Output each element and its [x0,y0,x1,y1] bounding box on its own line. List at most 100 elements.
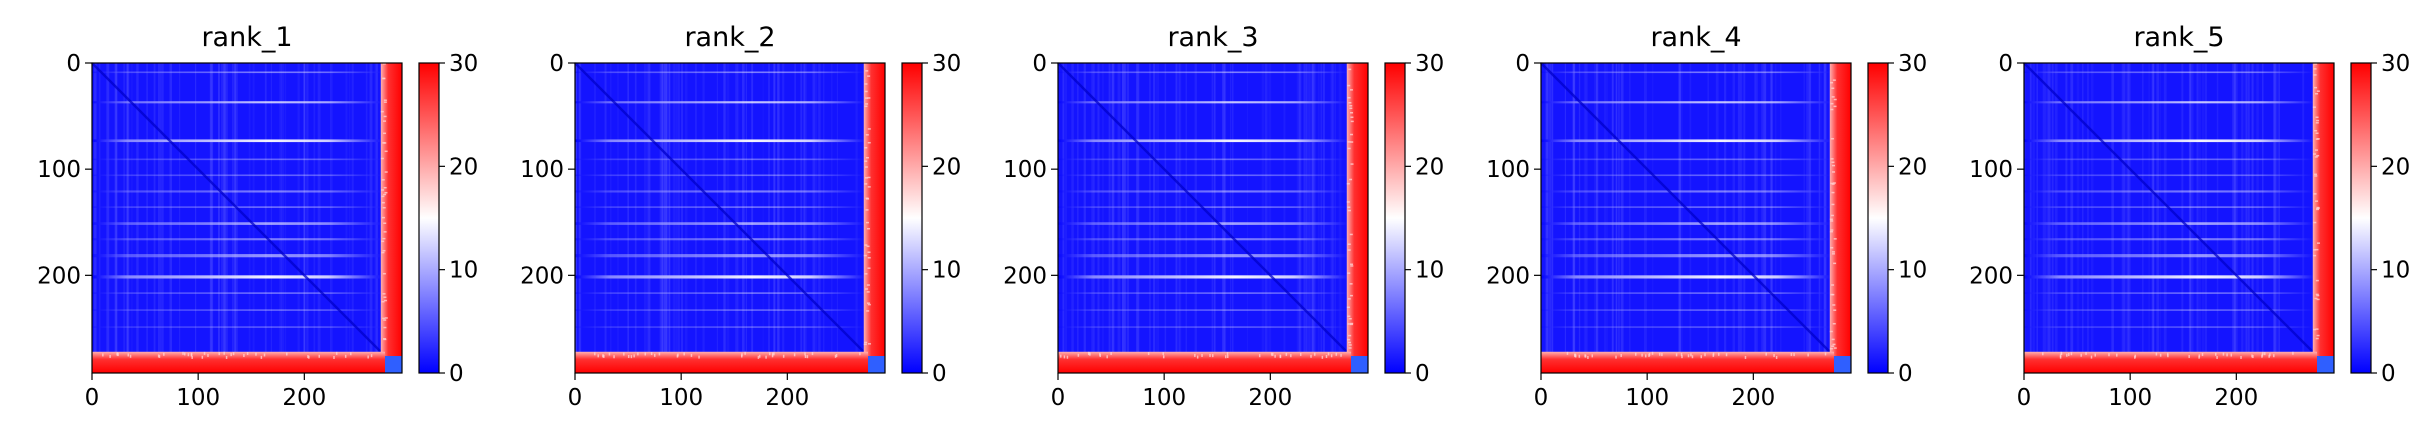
texture-column [1071,63,1074,373]
edge-noise [804,352,806,356]
texture-column [2248,63,2250,373]
edge-noise [2314,175,2318,177]
red-edge-bottom [1541,351,1835,373]
row-band [2024,292,2320,294]
edge-noise [1691,355,1694,359]
row-band [1058,206,1354,208]
row-band [92,71,388,74]
colorbar-tick-label: 30 [932,51,961,77]
edge-noise [223,351,225,355]
edge-noise [129,354,132,358]
row-band [1541,275,1837,279]
diagonal-line [91,62,393,364]
texture-column [351,63,354,373]
edge-noise [1310,354,1312,358]
edge-noise [1651,351,1654,355]
texture-column [297,63,300,373]
x-tick-label: 200 [2214,385,2258,411]
texture-column [1547,63,1551,373]
edge-noise [2134,354,2137,358]
texture-column [768,63,770,373]
edge-noise [2222,352,2225,356]
texture-column [1732,63,1735,373]
texture-column [1584,63,1588,373]
edge-noise [383,338,387,341]
texture-column [317,63,321,373]
edge-noise [867,257,871,259]
texture-column [1689,63,1692,373]
edge-noise [1347,206,1351,208]
row-band [92,174,388,177]
edge-noise [793,353,796,357]
texture-column [1578,63,1581,373]
row-band [575,238,871,241]
texture-column [1179,63,1182,373]
row-band [1058,139,1354,143]
edge-noise [1348,101,1352,104]
texture-column [209,63,212,373]
texture-column [284,63,287,373]
edge-noise [2314,156,2318,158]
edge-noise [1712,352,1715,356]
edge-noise [1194,353,1196,357]
edge-noise [834,354,837,358]
edge-noise [698,355,700,359]
texture-column [195,63,197,373]
row-band [1058,158,1354,161]
row-band [2024,254,2320,258]
edge-noise [1347,315,1351,317]
edge-noise [2316,207,2320,209]
texture-column [2082,63,2084,373]
corner-cell [1351,356,1368,373]
row-band [1058,275,1354,279]
row-band [92,190,388,193]
texture-column [2045,63,2049,373]
row-band [2024,139,2320,143]
texture-column [279,63,281,373]
row-band [2024,174,2320,177]
texture-column [1618,63,1620,373]
texture-column [1157,63,1159,373]
edge-noise [2315,337,2319,340]
texture-column [1214,63,1217,373]
row-band [1058,174,1354,177]
row-band [1541,238,1837,241]
texture-column [234,63,236,373]
texture-column [1740,63,1743,373]
edge-noise [1831,253,1835,255]
texture-column [661,63,664,373]
texture-column [218,63,220,373]
texture-column [2192,63,2194,373]
texture-column [1135,63,1139,373]
texture-column [2181,63,2184,373]
texture-column [676,63,678,373]
texture-column [1178,63,1181,373]
edge-noise [2226,353,2228,357]
texture-column [2247,63,2250,373]
texture-column [2302,63,2304,373]
texture-column [1803,63,1805,373]
row-band [92,222,388,225]
row-band [575,158,871,161]
edge-noise [2315,279,2319,282]
edge-noise [867,97,871,99]
texture-column [2205,63,2207,373]
edge-noise [1225,355,1227,359]
edge-noise [383,319,387,321]
edge-noise [384,191,388,194]
texture-column [2234,63,2236,373]
texture-column [2051,63,2054,373]
row-band [2024,222,2320,225]
texture-column [1551,63,1554,373]
texture-column [233,63,235,373]
edge-noise [867,267,871,269]
texture-column [1091,63,1094,373]
edge-noise [286,352,288,356]
edge-noise [864,273,868,275]
edge-noise [163,352,165,356]
texture-column [1308,63,1311,373]
texture-column [1771,63,1773,373]
texture-column [222,63,226,373]
texture-column [1763,63,1767,373]
